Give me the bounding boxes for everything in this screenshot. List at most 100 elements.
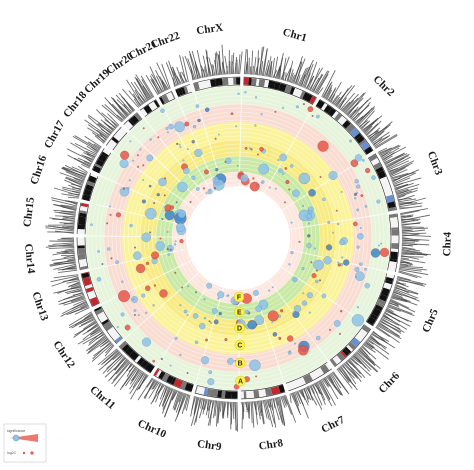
cytoband bbox=[386, 273, 395, 279]
gene-tick bbox=[184, 394, 190, 410]
data-marker bbox=[359, 227, 362, 229]
data-marker bbox=[152, 359, 156, 363]
gene-tick bbox=[396, 190, 413, 197]
data-marker bbox=[178, 143, 181, 146]
gene-tick bbox=[84, 135, 102, 148]
gene-tick bbox=[115, 94, 133, 113]
gene-tick bbox=[129, 370, 142, 390]
gene-tick bbox=[102, 339, 110, 346]
cytoband bbox=[100, 316, 108, 323]
data-marker bbox=[153, 284, 157, 287]
gene-tick bbox=[64, 288, 83, 294]
gene-tick bbox=[382, 155, 393, 163]
data-marker bbox=[302, 103, 305, 106]
gene-tick bbox=[294, 58, 306, 85]
data-marker bbox=[205, 338, 208, 342]
data-marker bbox=[109, 213, 112, 216]
cytoband bbox=[292, 88, 303, 98]
data-marker bbox=[308, 189, 316, 197]
gene-tick bbox=[279, 68, 281, 80]
track-letter-badge bbox=[233, 291, 245, 303]
track-bands bbox=[86, 86, 390, 390]
gene-tick bbox=[162, 385, 168, 397]
gene-tick bbox=[378, 144, 400, 155]
data-marker bbox=[145, 261, 150, 265]
data-marker bbox=[317, 140, 329, 152]
gene-tick bbox=[91, 132, 106, 142]
cytoband bbox=[246, 390, 255, 399]
data-marker bbox=[177, 210, 186, 219]
gene-tick bbox=[393, 182, 404, 188]
legend: significance log2C bbox=[3, 423, 47, 463]
data-marker bbox=[292, 189, 300, 198]
data-marker bbox=[119, 186, 130, 197]
cytoband bbox=[366, 316, 377, 326]
data-marker bbox=[254, 315, 265, 326]
data-marker bbox=[376, 199, 381, 204]
data-marker bbox=[195, 291, 197, 294]
gene-tick bbox=[72, 135, 100, 152]
gene-tick bbox=[110, 358, 128, 380]
gene-tick bbox=[298, 66, 309, 87]
data-marker bbox=[298, 345, 309, 356]
data-marker bbox=[205, 192, 208, 195]
data-marker bbox=[285, 180, 290, 185]
chromosome-separator bbox=[263, 106, 315, 194]
gene-tick bbox=[202, 398, 205, 410]
gene-tick bbox=[369, 121, 393, 141]
gene-tick bbox=[101, 349, 119, 366]
gene-tick bbox=[296, 74, 301, 86]
gene-tick bbox=[137, 96, 145, 104]
data-marker bbox=[364, 205, 368, 208]
gene-tick bbox=[333, 96, 341, 106]
gene-tick bbox=[378, 147, 392, 154]
gene-tick bbox=[216, 400, 219, 427]
gene-tick bbox=[307, 75, 315, 90]
cytoband bbox=[384, 279, 393, 285]
data-marker bbox=[149, 231, 152, 234]
data-marker bbox=[356, 208, 359, 212]
gene-tick bbox=[143, 379, 157, 399]
gene-tick bbox=[74, 307, 90, 315]
data-marker bbox=[255, 305, 262, 312]
data-marker bbox=[166, 131, 169, 134]
data-marker bbox=[132, 298, 135, 301]
cytoband bbox=[124, 120, 134, 130]
gene-tick bbox=[344, 92, 365, 114]
gene-tick bbox=[309, 67, 321, 91]
data-marker bbox=[159, 237, 162, 240]
gene-tick bbox=[101, 337, 109, 345]
gene-tick bbox=[304, 72, 311, 89]
gene-tick bbox=[104, 119, 117, 129]
cytoband bbox=[258, 78, 266, 87]
cytoband bbox=[383, 187, 393, 197]
gene-tick bbox=[401, 239, 421, 242]
track-letter-badge bbox=[234, 357, 246, 369]
cytoband bbox=[98, 153, 108, 163]
track-grid-ring bbox=[119, 119, 357, 357]
gene-tick bbox=[45, 225, 75, 230]
gene-tick bbox=[61, 300, 87, 315]
gene-tick bbox=[282, 395, 288, 405]
gene-tick bbox=[151, 73, 164, 93]
gene-tick bbox=[357, 349, 381, 370]
data-marker bbox=[244, 310, 249, 314]
gene-tick bbox=[376, 324, 402, 340]
cytoband bbox=[78, 212, 87, 218]
cytoband bbox=[153, 100, 160, 108]
gene-tick bbox=[329, 81, 342, 103]
data-marker bbox=[179, 353, 182, 357]
gene-tick bbox=[82, 325, 101, 340]
gene-tick bbox=[112, 352, 122, 361]
data-marker bbox=[357, 233, 364, 240]
data-marker bbox=[283, 201, 286, 204]
gene-tick bbox=[214, 400, 218, 417]
data-marker bbox=[333, 320, 341, 327]
cytoband bbox=[94, 306, 102, 312]
gene-tick bbox=[51, 197, 78, 205]
data-marker bbox=[284, 167, 288, 170]
gene-tick bbox=[243, 48, 247, 75]
cytoband bbox=[215, 78, 223, 87]
data-marker bbox=[191, 140, 195, 144]
